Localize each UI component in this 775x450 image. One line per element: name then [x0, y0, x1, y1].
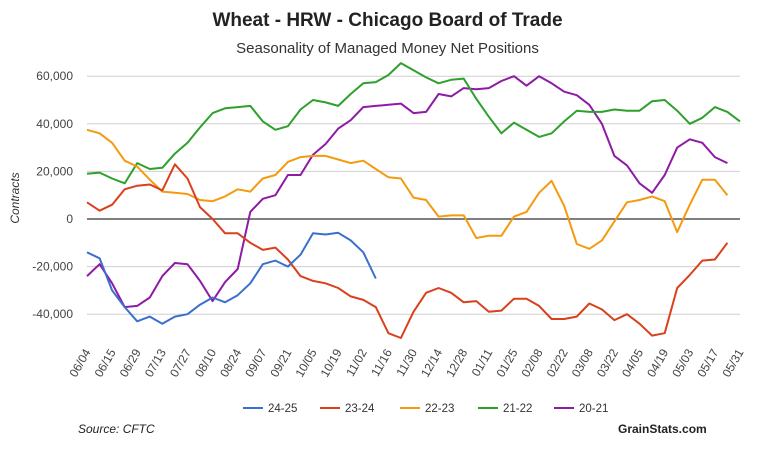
brand-label: GrainStats.com	[618, 422, 707, 436]
x-tick-label: 08/24	[217, 346, 244, 379]
x-tick-label: 04/05	[619, 346, 646, 379]
series-line-22-23	[86, 128, 729, 250]
legend-label: 20-21	[579, 403, 608, 415]
x-tick-label: 03/22	[594, 346, 621, 379]
legend-label: 22-23	[425, 403, 454, 415]
y-axis-ticks: -40,000 -20,000 0 20,000 40,000 60,000	[32, 69, 73, 321]
x-tick-label: 07/27	[167, 346, 194, 379]
x-tick-label: 08/10	[192, 346, 219, 379]
x-tick-label: 11/30	[393, 346, 420, 379]
series-line-21-22	[86, 62, 741, 185]
chart-title: Wheat - HRW - Chicago Board of Trade	[212, 10, 563, 31]
x-tick-label: 09/07	[242, 346, 269, 379]
legend-label: 23-24	[345, 403, 375, 415]
series-line-24-25	[86, 231, 377, 325]
x-tick-label: 05/17	[694, 346, 721, 379]
x-tick-label: 02/22	[544, 346, 571, 379]
y-axis-label: Contracts	[8, 172, 22, 223]
series-line-20-21	[86, 75, 728, 309]
x-tick-label: 06/29	[117, 346, 144, 379]
legend-label: 21-22	[503, 403, 532, 415]
series-lines	[86, 62, 741, 339]
series-line-23-24	[86, 163, 729, 339]
x-tick-label: 11/02	[343, 346, 370, 379]
x-tick-label: 04/19	[644, 346, 671, 379]
legend-label: 24-25	[268, 403, 297, 415]
x-tick-label: 01/11	[469, 346, 496, 379]
y-tick-label: -20,000	[32, 260, 73, 274]
x-tick-label: 02/08	[519, 346, 546, 379]
grid-lines	[87, 75, 740, 315]
y-tick-label: 0	[66, 212, 73, 226]
x-tick-label: 12/28	[443, 346, 470, 379]
x-tick-label: 01/25	[493, 346, 520, 379]
x-tick-label: 07/13	[142, 346, 169, 379]
y-tick-label: -40,000	[32, 307, 73, 321]
x-tick-label: 05/31	[719, 346, 746, 379]
x-tick-label: 09/21	[267, 346, 294, 379]
x-tick-label: 11/16	[368, 346, 395, 379]
x-tick-label: 06/04	[66, 346, 93, 379]
x-tick-label: 12/14	[418, 346, 445, 379]
x-tick-label: 10/05	[292, 346, 319, 379]
x-axis-ticks: 06/0406/1506/2907/1307/2708/1008/2409/07…	[66, 346, 746, 379]
y-tick-label: 40,000	[36, 117, 73, 131]
source-note: Source: CFTC	[78, 422, 155, 436]
x-tick-label: 03/08	[569, 346, 596, 379]
x-tick-label: 10/19	[318, 346, 345, 379]
legend: 24-25 23-24 22-23 21-22 20-21	[243, 403, 608, 415]
chart-subtitle: Seasonality of Managed Money Net Positio…	[236, 40, 539, 57]
y-tick-label: 20,000	[36, 164, 73, 178]
y-tick-label: 60,000	[36, 69, 73, 83]
x-tick-label: 06/15	[92, 346, 119, 379]
x-tick-label: 05/03	[669, 346, 696, 379]
